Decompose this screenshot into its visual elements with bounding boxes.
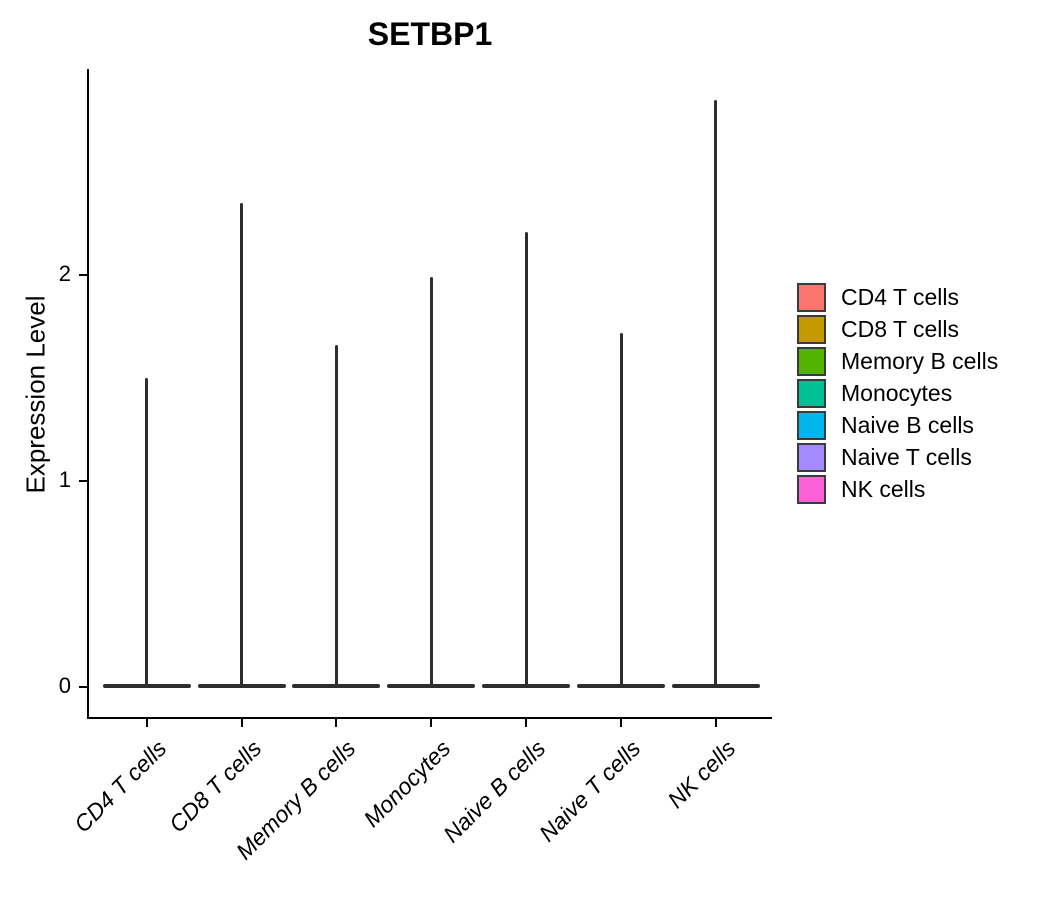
- violin-base: [671, 684, 760, 688]
- y-tick-mark: [79, 480, 87, 482]
- chart-title: SETBP1: [367, 16, 493, 52]
- legend-label: CD8 T cells: [841, 315, 960, 342]
- legend-label: NK cells: [841, 475, 926, 502]
- violin-spike: [334, 345, 338, 685]
- legend-swatch: [797, 346, 826, 376]
- x-tick-mark: [240, 719, 243, 727]
- violin-spike: [714, 99, 718, 685]
- legend-item: Monocytes: [797, 377, 998, 409]
- legend-item: Naive B cells: [797, 409, 998, 441]
- violin-base: [387, 684, 476, 688]
- y-tick-label: 2: [58, 261, 71, 286]
- legend-item: Memory B cells: [797, 345, 998, 377]
- violin-spike: [240, 202, 244, 685]
- legend-label: Naive B cells: [841, 411, 974, 438]
- violin-spike: [145, 378, 149, 685]
- violin-base: [577, 684, 665, 688]
- legend-item: NK cells: [797, 473, 998, 505]
- violin-spike: [619, 332, 623, 685]
- violin-spike: [429, 277, 433, 685]
- legend-swatch: [797, 474, 826, 504]
- x-tick-mark: [335, 719, 338, 727]
- x-category-label: CD4 T cells: [68, 735, 172, 838]
- violin-base: [197, 684, 286, 688]
- y-axis-label: Expression Level: [20, 295, 51, 493]
- y-axis-line: [87, 69, 89, 719]
- x-axis-line: [87, 717, 772, 719]
- y-tick-mark: [79, 274, 87, 276]
- y-tick-mark: [79, 686, 87, 688]
- x-tick-mark: [430, 719, 433, 727]
- x-tick-mark: [525, 719, 528, 727]
- y-axis-label-box: Expression Level: [10, 69, 62, 719]
- legend-label: Monocytes: [841, 379, 953, 406]
- y-tick-label: 0: [58, 673, 71, 698]
- legend-swatch: [797, 442, 826, 472]
- legend-label: CD4 T cells: [841, 283, 960, 310]
- legend-swatch: [797, 410, 826, 440]
- violin-base: [292, 684, 381, 688]
- legend-item: CD4 T cells: [797, 281, 998, 313]
- legend-swatch: [797, 378, 826, 408]
- y-tick-label: 1: [58, 467, 71, 492]
- legend-item: Naive T cells: [797, 441, 998, 473]
- legend-label: Memory B cells: [841, 347, 999, 374]
- violin-base: [102, 684, 191, 688]
- legend-swatch: [797, 282, 826, 312]
- legend-item: CD8 T cells: [797, 313, 998, 345]
- legend-label: Naive T cells: [841, 443, 972, 470]
- legend-swatch: [797, 314, 826, 344]
- x-tick-mark: [714, 719, 717, 727]
- violin-base: [482, 684, 571, 688]
- legend: CD4 T cells CD8 T cells Memory B cells Mono…: [797, 281, 998, 505]
- x-tick-mark: [145, 719, 148, 727]
- x-tick-mark: [620, 719, 622, 727]
- violin-spike: [524, 231, 528, 685]
